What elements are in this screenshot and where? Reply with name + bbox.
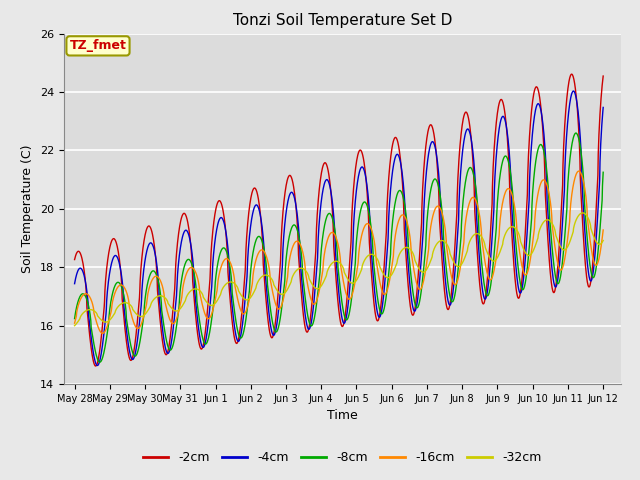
-8cm — [112, 281, 120, 287]
-16cm — [296, 240, 303, 246]
-16cm — [112, 288, 120, 294]
-2cm — [316, 183, 323, 189]
-2cm — [568, 72, 575, 77]
-4cm — [71, 281, 79, 287]
-32cm — [111, 308, 119, 314]
-4cm — [307, 324, 314, 330]
-4cm — [112, 252, 120, 258]
-16cm — [316, 286, 323, 291]
-8cm — [96, 359, 104, 365]
-2cm — [599, 73, 607, 79]
-4cm — [570, 88, 577, 94]
-32cm — [372, 253, 380, 259]
-8cm — [307, 322, 314, 328]
X-axis label: Time: Time — [327, 409, 358, 422]
-2cm — [134, 319, 141, 324]
-32cm — [295, 266, 303, 272]
-4cm — [296, 234, 303, 240]
-16cm — [599, 227, 607, 233]
-2cm — [112, 239, 120, 244]
-2cm — [296, 262, 303, 268]
-32cm — [599, 238, 607, 243]
-32cm — [133, 312, 141, 317]
-16cm — [71, 320, 79, 326]
Title: Tonzi Soil Temperature Set D: Tonzi Soil Temperature Set D — [233, 13, 452, 28]
-4cm — [316, 214, 323, 220]
-8cm — [296, 236, 303, 241]
Line: -32cm: -32cm — [75, 213, 603, 325]
Legend: -2cm, -4cm, -8cm, -16cm, -32cm: -2cm, -4cm, -8cm, -16cm, -32cm — [138, 446, 547, 469]
-16cm — [307, 293, 314, 299]
Line: -4cm: -4cm — [75, 91, 603, 365]
-8cm — [71, 316, 79, 322]
-4cm — [134, 338, 141, 344]
Text: TZ_fmet: TZ_fmet — [70, 39, 127, 52]
-32cm — [316, 285, 323, 291]
Y-axis label: Soil Temperature (C): Soil Temperature (C) — [22, 144, 35, 273]
-2cm — [307, 318, 314, 324]
-8cm — [316, 273, 323, 278]
Line: -8cm: -8cm — [75, 133, 603, 362]
Line: -16cm: -16cm — [75, 171, 603, 334]
-4cm — [372, 299, 380, 305]
-2cm — [372, 313, 380, 319]
-2cm — [71, 257, 79, 263]
-16cm — [575, 168, 582, 174]
-8cm — [572, 130, 580, 136]
-32cm — [306, 277, 314, 283]
-8cm — [599, 169, 607, 175]
-4cm — [599, 105, 607, 110]
-16cm — [99, 331, 106, 336]
-16cm — [372, 252, 380, 257]
-2cm — [92, 363, 100, 369]
-8cm — [134, 350, 141, 356]
-8cm — [372, 280, 380, 286]
-32cm — [579, 210, 587, 216]
-4cm — [93, 362, 101, 368]
-32cm — [71, 323, 79, 328]
Line: -2cm: -2cm — [75, 74, 603, 366]
-16cm — [134, 325, 141, 331]
